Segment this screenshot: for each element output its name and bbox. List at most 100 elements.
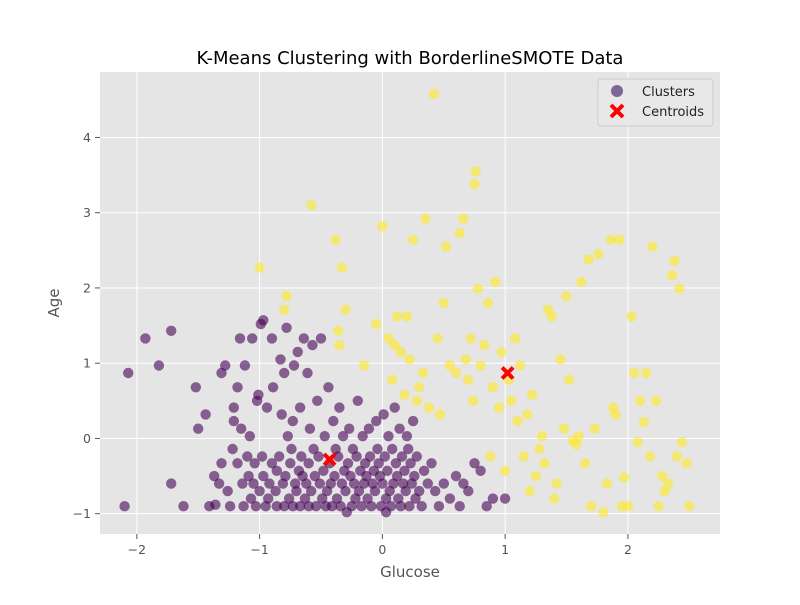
cluster-1-point (487, 382, 499, 393)
cluster-0-point (313, 451, 324, 462)
cluster-0-point (475, 465, 486, 476)
legend-centroids-label: Centroids (642, 105, 704, 120)
cluster-0-point (253, 389, 264, 400)
cluster-0-point (364, 451, 376, 462)
cluster-0-point (444, 493, 456, 504)
cluster-0-point (264, 478, 275, 489)
cluster-1-point (391, 311, 403, 322)
cluster-0-point (401, 431, 413, 442)
cluster-0-point (280, 470, 291, 482)
cluster-0-point (407, 415, 419, 427)
cluster-1-point (512, 415, 523, 427)
cluster-1-point (334, 339, 345, 351)
cluster-0-point (261, 402, 273, 413)
cluster-0-point (422, 478, 433, 489)
cluster-0-point (411, 451, 422, 462)
cluster-0-point (286, 443, 297, 455)
cluster-0-point (153, 360, 165, 371)
cluster-1-point (428, 88, 440, 100)
cluster-1-point (583, 254, 594, 265)
cluster-1-point (496, 346, 507, 358)
x-tick-label: −1 (250, 542, 268, 557)
cluster-0-point (377, 478, 388, 489)
cluster-0-point (232, 382, 243, 393)
cluster-0-point (279, 367, 290, 379)
cluster-1-point (632, 437, 643, 448)
cluster-0-point (282, 431, 293, 442)
cluster-0-point (463, 485, 474, 497)
y-tick-label: −1 (73, 506, 91, 521)
cluster-0-point (390, 458, 402, 469)
legend-box (597, 78, 714, 127)
cluster-1-point (383, 333, 394, 344)
cluster-0-point (236, 423, 247, 434)
cluster-1-point (423, 402, 435, 413)
centroid-marker (322, 452, 337, 467)
cluster-0-point (228, 415, 239, 427)
cluster-0-point (314, 478, 325, 489)
cluster-0-point (352, 395, 363, 406)
cluster-0-point (275, 354, 286, 365)
cluster-1-point (458, 213, 469, 224)
cluster-0-point (379, 451, 390, 462)
cluster-0-point (266, 333, 278, 344)
cluster-0-point (380, 507, 392, 518)
cluster-0-point (306, 485, 317, 497)
cluster-0-point (378, 409, 389, 420)
chart-title: K-Means Clustering with BorderlineSMOTE … (197, 48, 624, 69)
cluster-0-point (213, 478, 225, 489)
cluster-1-point (411, 395, 422, 406)
cluster-0-point (237, 478, 248, 489)
cluster-1-point (395, 346, 406, 358)
cluster-0-point (342, 458, 354, 469)
data-points (119, 88, 695, 518)
cluster-0-point (366, 501, 377, 512)
cluster-1-point (463, 374, 474, 385)
cluster-0-point (238, 501, 249, 512)
cluster-0-point (353, 485, 365, 497)
cluster-0-point (303, 501, 314, 512)
cluster-0-point (210, 499, 221, 510)
cluster-1-point (420, 213, 431, 224)
y-tick-label: 1 (83, 356, 91, 371)
cluster-1-point (468, 395, 479, 406)
centroid-markers (322, 366, 515, 467)
cluster-0-point (433, 501, 445, 512)
cluster-0-point (234, 333, 246, 344)
cluster-0-point (371, 415, 382, 427)
cluster-0-point (222, 485, 233, 497)
cluster-0-point (382, 465, 393, 476)
cluster-1-point (647, 241, 658, 252)
cluster-1-point (485, 451, 496, 462)
cluster-0-point (395, 501, 406, 512)
cluster-0-point (405, 458, 416, 469)
legend: Clusters Centroids (597, 78, 714, 127)
cluster-1-point (518, 451, 529, 462)
cluster-0-point (409, 470, 420, 482)
cluster-1-point (465, 333, 476, 344)
cluster-1-point (450, 367, 462, 379)
cluster-0-point (279, 501, 290, 512)
cluster-0-point (308, 443, 319, 455)
cluster-1-point (666, 270, 678, 281)
cluster-1-point (493, 402, 505, 413)
cluster-0-point (220, 360, 231, 371)
cluster-0-point (276, 409, 287, 420)
cluster-1-point (417, 367, 429, 379)
cluster-1-point (460, 354, 472, 365)
cluster-1-point (676, 437, 688, 448)
cluster-1-point (635, 395, 646, 406)
cluster-1-point (563, 374, 575, 385)
cluster-0-point (356, 501, 367, 512)
cluster-1-point (470, 166, 481, 177)
cluster-0-point (363, 423, 375, 434)
cluster-0-point (287, 501, 298, 512)
cluster-0-point (481, 501, 492, 512)
cluster-1-point (414, 382, 425, 393)
cluster-1-point (536, 431, 548, 442)
cluster-1-point (539, 458, 550, 469)
cluster-1-point (506, 395, 517, 406)
cluster-1-point (401, 311, 413, 322)
cluster-1-point (514, 360, 526, 371)
